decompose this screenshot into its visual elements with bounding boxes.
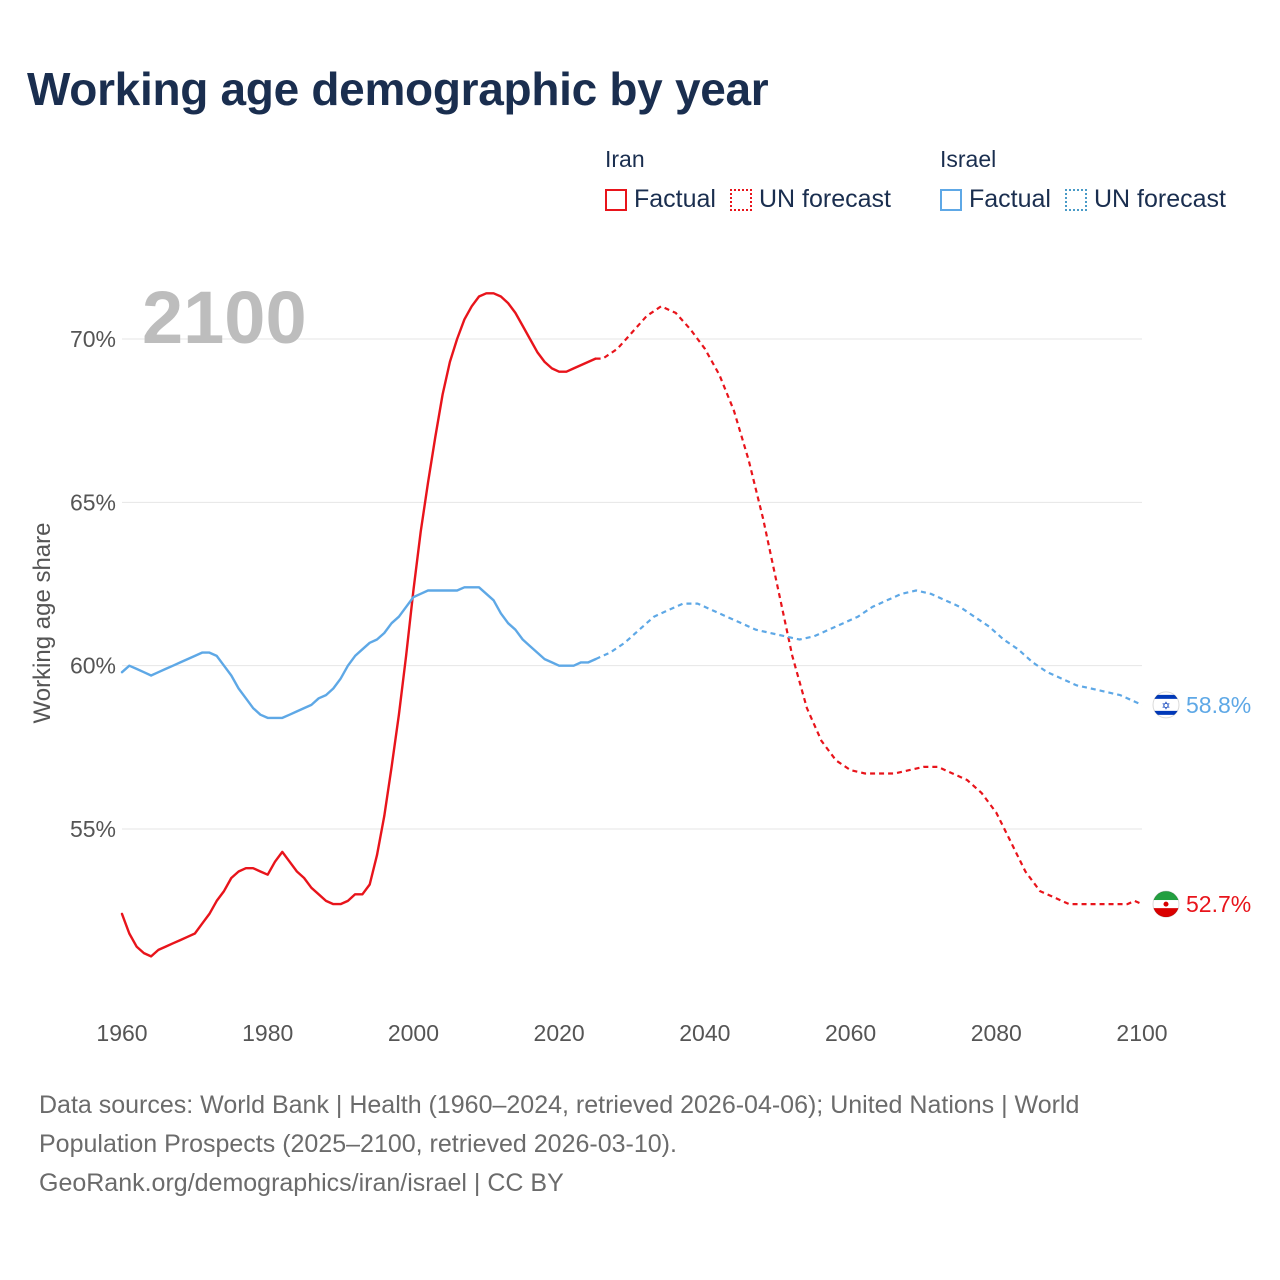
iran-flag-icon [1152,890,1180,918]
legend-iran-factual-label: Factual [634,185,716,213]
legend-iran-factual-swatch [605,188,627,211]
x-tick-label: 2000 [388,1020,439,1046]
series-israel-factual[interactable] [120,586,597,720]
y-tick-label: 60% [70,653,116,679]
series-lines [120,292,1143,958]
legend-iran-forecast-label: UN forecast [758,185,891,213]
end-label-iran: 52.7% [1186,891,1251,917]
y-axis-label: Working age share [29,523,56,724]
x-tick-label: 1960 [96,1020,147,1046]
series-iran-forecast[interactable] [595,305,1143,906]
sources-line-1: Data sources: World Bank | Health (1960–… [39,1091,1080,1119]
legend-israel-forecast[interactable]: UN forecast [1064,185,1226,214]
y-tick-label: 70% [70,326,116,352]
legend-iran-forecast[interactable]: UN forecast [729,185,891,214]
x-tick-label: 2080 [971,1020,1022,1046]
series-israel-forecast[interactable] [595,589,1143,706]
sources-line-2: Population Prospects (2025–2100, retriev… [39,1130,677,1158]
x-axis: 1960 1980 2000 2020 2040 2060 2080 2100 [96,1020,1167,1046]
year-overlay: 2100 [142,276,307,359]
legend-iran-name: Iran [605,146,645,172]
svg-text:✡: ✡ [1161,699,1170,712]
legend-iran: Iran Factual UN forecast [605,146,905,214]
y-axis: 55% 60% 65% 70% [70,326,116,842]
legend-israel-factual[interactable]: Factual [940,185,1051,214]
legend-israel-forecast-swatch [1064,188,1087,211]
legend-iran-forecast-swatch [729,188,752,211]
israel-flag-icon: ✡ [1152,691,1180,719]
y-tick-label: 65% [70,489,116,515]
legend-israel-factual-label: Factual [969,185,1051,213]
x-tick-label: 2100 [1116,1020,1167,1046]
legend-israel: Israel Factual UN forecast [940,146,1240,214]
end-labels: 52.7% ✡ 58.8% [1152,691,1251,918]
data-sources: Data sources: World Bank | Health (1960–… [39,1086,1219,1203]
gridlines [122,338,1142,830]
chart-title: Working age demographic by year [27,63,769,115]
series-iran-factual[interactable] [120,292,597,958]
legend-israel-forecast-label: UN forecast [1093,185,1226,213]
legend-israel-factual-swatch [940,188,962,211]
legend-iran-factual[interactable]: Factual [605,185,716,214]
x-tick-label: 2060 [825,1020,876,1046]
sources-line-3[interactable]: GeoRank.org/demographics/iran/israel | C… [39,1169,564,1197]
x-tick-label: 1980 [242,1020,293,1046]
end-label-israel: 58.8% [1186,692,1251,718]
legend-israel-name: Israel [940,146,997,172]
x-tick-label: 2020 [534,1020,585,1046]
y-tick-label: 55% [70,816,116,842]
x-tick-label: 2040 [679,1020,730,1046]
